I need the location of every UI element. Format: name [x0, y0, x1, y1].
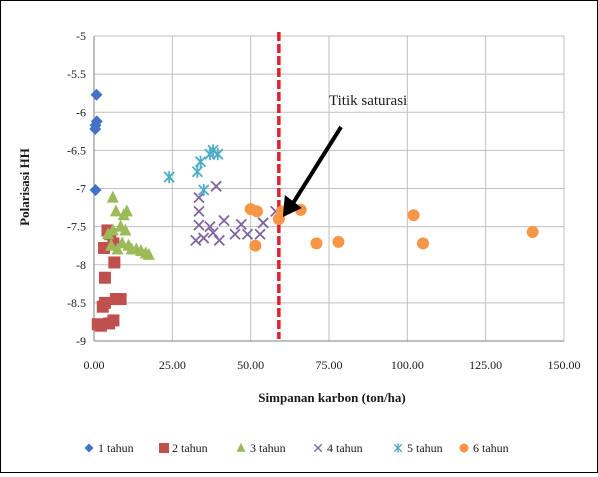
y-axis-label: Polarisasi HH	[17, 148, 32, 226]
data-point	[526, 225, 539, 238]
series-4	[190, 180, 282, 246]
data-point	[90, 88, 103, 101]
data-point	[111, 242, 124, 255]
annotation-arrow-shaft	[290, 125, 343, 207]
x-tick-label: 0.00	[84, 358, 105, 372]
series-5	[163, 144, 224, 197]
data-point	[142, 247, 155, 260]
data-point	[194, 155, 207, 168]
legend-marker	[313, 443, 323, 453]
legend-label: 6 tahun	[473, 441, 509, 455]
data-point	[213, 234, 225, 246]
y-tick-label: -7.5	[67, 220, 86, 234]
data-point	[114, 293, 127, 306]
legend-label: 5 tahun	[407, 441, 443, 455]
data-point	[107, 314, 120, 327]
gridlines	[93, 35, 565, 342]
y-tick-label: -8.5	[67, 296, 86, 310]
legend-label: 4 tahun	[327, 441, 363, 455]
legend-item: 3 tahun	[236, 441, 286, 455]
data-point	[310, 237, 323, 250]
data-point	[407, 209, 420, 222]
x-tick-label: 100.00	[391, 358, 424, 372]
data-point	[249, 239, 262, 252]
y-tick-label: -6.5	[67, 143, 86, 157]
y-tick-label: -8	[76, 258, 86, 272]
x-tick-label: 125.00	[469, 358, 502, 372]
legend: 1 tahun 2 tahun 3 tahun 4 tahun 5 tahun 6 tah…	[84, 441, 509, 455]
x-tick-label: 150.00	[548, 358, 581, 372]
data-point	[229, 228, 241, 240]
data-point	[218, 214, 230, 227]
legend-marker	[393, 443, 403, 453]
data-point	[257, 217, 269, 229]
legend-item: 5 tahun	[393, 441, 443, 455]
legend-item: 6 tahun	[459, 441, 509, 455]
y-tick-label: -6	[76, 105, 86, 119]
data-point	[120, 204, 133, 217]
data-point	[106, 223, 119, 236]
data-point	[204, 220, 216, 233]
data-point	[198, 232, 210, 244]
legend-marker	[459, 443, 469, 453]
data-point	[332, 235, 345, 248]
data-point	[109, 204, 122, 217]
data-point	[98, 296, 111, 309]
legend-marker	[159, 443, 169, 453]
x-axis-label: Simpanan karbon (ton/ha)	[258, 390, 405, 405]
y-tick-label: -5.5	[67, 67, 86, 81]
series-6	[244, 203, 539, 252]
annotation: Titik saturasi	[282, 93, 407, 217]
data-point	[98, 241, 111, 254]
series-3	[102, 190, 155, 260]
data-point	[98, 271, 111, 284]
data-point	[254, 228, 266, 240]
data-point	[193, 205, 205, 218]
data-point	[119, 223, 132, 236]
legend-marker	[84, 443, 94, 453]
data-point	[163, 171, 175, 184]
data-point	[235, 218, 247, 230]
legend-marker	[236, 442, 246, 452]
x-tick-label: 50.00	[237, 358, 264, 372]
legend-label: 2 tahun	[172, 441, 208, 455]
data-point	[210, 180, 222, 192]
legend-label: 1 tahun	[98, 441, 134, 455]
y-tick-label: -9	[76, 334, 86, 348]
data-point	[198, 184, 210, 197]
x-tick-labels: 0.00 25.00 50.00 75.00 100.00 125.00 150.00	[84, 358, 581, 372]
data-point	[212, 148, 224, 161]
y-tick-label: -7	[76, 182, 86, 196]
data-point	[108, 256, 121, 269]
data-point	[207, 227, 219, 239]
data-point	[193, 192, 205, 204]
data-point	[89, 123, 102, 136]
data-points	[89, 88, 539, 332]
series-1	[89, 88, 103, 197]
data-point	[193, 219, 205, 231]
y-tick-labels: -5 -5.5 -6 -6.5 -7 -7.5 -8 -8.5 -9	[67, 29, 86, 348]
annotation-label: Titik saturasi	[329, 93, 407, 109]
legend-item: 4 tahun	[313, 441, 363, 455]
x-tick-label: 25.00	[159, 358, 186, 372]
data-point	[106, 190, 119, 203]
legend-label: 3 tahun	[250, 441, 286, 455]
legend-item: 1 tahun	[84, 441, 134, 455]
data-point	[250, 205, 263, 218]
legend-item: 2 tahun	[159, 441, 208, 455]
data-point	[417, 237, 429, 250]
data-point	[190, 234, 202, 246]
annotation-arrow-head	[282, 195, 302, 217]
data-point	[105, 238, 118, 251]
data-point	[241, 228, 254, 240]
x-tick-label: 75.00	[316, 358, 343, 372]
data-point	[191, 165, 204, 178]
y-tick-label: -5	[76, 29, 86, 43]
data-point	[89, 184, 102, 197]
